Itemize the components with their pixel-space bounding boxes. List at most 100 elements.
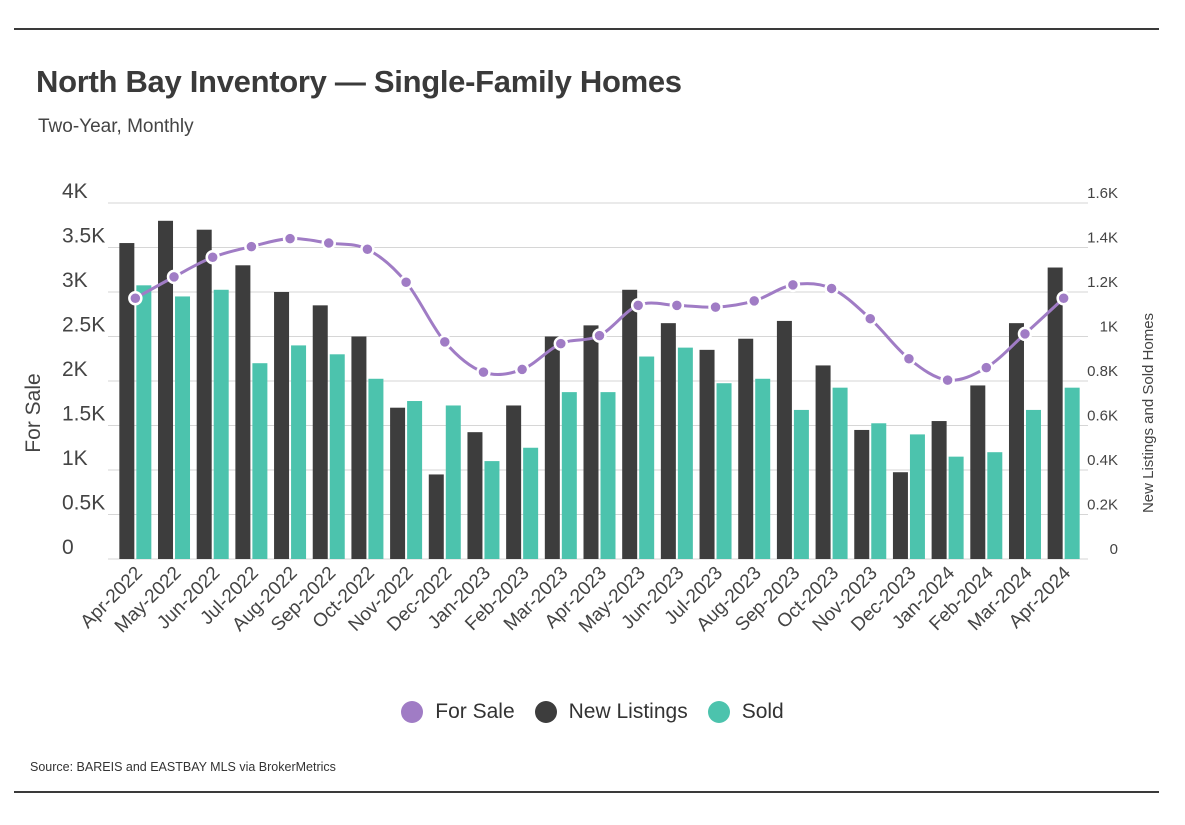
new-listings-bar [892, 472, 908, 559]
right-tick-label: 0.6K [1087, 408, 1118, 425]
right-axis-label: New Listings and Sold Homes [1140, 313, 1157, 513]
new-listings-bar [1008, 323, 1024, 559]
sold-bar [600, 392, 616, 559]
for-sale-line [128, 231, 1071, 388]
right-axis-ticks: 0 0.2K 0.4K 0.6K 0.8K 1K 1.2K 1.4K 1.6K [1087, 185, 1118, 558]
chart-subtitle: Two-Year, Monthly [38, 116, 194, 137]
sold-bar [832, 387, 848, 559]
left-axis-label: For Sale [22, 373, 45, 452]
new-listings-bar [119, 243, 135, 560]
left-tick-label: 3.5K [62, 225, 105, 248]
sold-bar [407, 401, 423, 559]
right-tick-label: 1K [1100, 319, 1118, 336]
for-sale-point [321, 235, 336, 251]
right-tick-label: 0.8K [1087, 363, 1118, 380]
source-note: Source: BAREIS and EASTBAY MLS via Broke… [30, 760, 336, 774]
sold-bar [561, 392, 577, 559]
for-sale-point [708, 299, 723, 315]
for-sale-point [476, 364, 491, 380]
legend-item-sold[interactable]: Sold [707, 700, 784, 724]
new-listings-bar [428, 474, 444, 559]
sold-bar [793, 409, 809, 559]
new-listings-bar [506, 405, 522, 559]
new-listings-swatch [534, 701, 557, 723]
legend: For Sale New Listings Sold [0, 700, 1185, 724]
new-listings-bar [854, 429, 870, 559]
new-listings-bar [815, 365, 831, 559]
for-sale-point [398, 274, 414, 290]
sold-bar [909, 434, 925, 559]
sold-bar [445, 405, 461, 559]
new-listings-bar [776, 320, 792, 559]
sold-bar [639, 356, 655, 559]
for-sale-point [1017, 326, 1033, 342]
chart-title: North Bay Inventory — Single-Family Home… [36, 64, 682, 99]
new-listings-bar [931, 421, 947, 559]
legend-item-new-listings[interactable]: New Listings [534, 700, 688, 724]
bottom-rule [14, 791, 1159, 793]
new-listings-bar [970, 385, 986, 559]
new-listings-bar [351, 336, 367, 559]
new-listings-bar [1047, 267, 1063, 559]
left-tick-label: 0 [62, 536, 74, 559]
sold-bar [755, 378, 771, 559]
for-sale-point [863, 311, 878, 326]
left-tick-label: 0.5K [62, 492, 105, 515]
sold-bar [252, 363, 268, 559]
for-sale-point [1056, 290, 1071, 306]
new-listings-bar [738, 338, 754, 559]
sold-bar [329, 354, 345, 559]
new-listings-bar [390, 407, 406, 559]
for-sale-point [514, 362, 530, 377]
legend-label-new-listings: New Listings [568, 700, 688, 723]
left-tick-label: 4K [62, 180, 88, 203]
for-sale-point [166, 269, 182, 285]
sold-bar [484, 461, 500, 559]
legend-item-for-sale[interactable]: For Sale [401, 700, 515, 724]
for-sale-point [282, 231, 298, 246]
sold-bar [948, 456, 964, 559]
new-listings-bar [622, 289, 638, 559]
for-sale-swatch [401, 701, 424, 723]
new-listings-bar [196, 229, 212, 559]
left-tick-label: 2K [62, 358, 88, 381]
for-sale-point [553, 336, 569, 351]
for-sale-point [437, 334, 453, 350]
sold-bar [1025, 409, 1041, 559]
legend-label-for-sale: For Sale [435, 700, 515, 723]
sold-swatch [707, 701, 730, 723]
x-axis-labels: Apr-2022May-2022Jun-2022Jul-2022Aug-2022… [77, 562, 1076, 637]
for-sale-point [630, 298, 646, 313]
right-tick-label: 0.2K [1087, 497, 1118, 514]
sold-bar [987, 452, 1003, 559]
new-listings-bar [544, 336, 560, 559]
for-sale-point [128, 290, 143, 306]
left-tick-label: 2.5K [62, 314, 105, 337]
for-sale-point [785, 277, 801, 293]
new-listings-bar [158, 220, 174, 560]
sold-bar [677, 347, 693, 559]
sold-bar [368, 378, 384, 559]
for-sale-point [244, 239, 259, 254]
sold-bar [716, 383, 732, 559]
sold-bar [523, 447, 539, 559]
new-listings-bar [274, 292, 290, 559]
for-sale-point [901, 351, 917, 366]
for-sale-point [746, 293, 762, 309]
legend-label-sold: Sold [741, 700, 784, 723]
for-sale-point [940, 372, 955, 388]
for-sale-point [360, 242, 375, 257]
right-tick-label: 1.4K [1087, 230, 1118, 247]
new-listings-bar [583, 325, 599, 559]
bars [119, 220, 1080, 560]
new-listings-bar [660, 323, 676, 559]
left-tick-label: 1K [62, 447, 88, 470]
left-tick-label: 3K [62, 269, 88, 292]
new-listings-bar [699, 349, 715, 559]
sold-bar [175, 296, 191, 559]
left-tick-label: 1.5K [62, 403, 105, 426]
right-tick-label: 1.2K [1087, 274, 1118, 291]
right-tick-label: 0.4K [1087, 452, 1118, 469]
for-sale-point [669, 298, 685, 313]
